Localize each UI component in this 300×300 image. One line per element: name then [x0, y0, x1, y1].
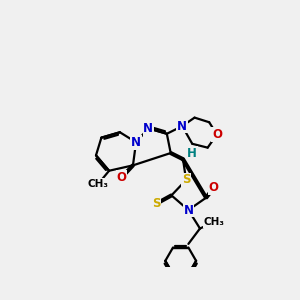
Text: N: N	[143, 122, 153, 135]
Text: O: O	[212, 128, 222, 141]
Text: N: N	[183, 203, 194, 217]
Text: S: S	[152, 197, 160, 210]
Text: O: O	[116, 171, 126, 184]
Text: CH₃: CH₃	[88, 179, 109, 189]
Text: CH₃: CH₃	[203, 217, 224, 227]
Text: N: N	[177, 120, 187, 133]
Text: S: S	[182, 173, 190, 187]
Text: N: N	[131, 136, 141, 149]
Text: H: H	[187, 146, 197, 160]
Text: O: O	[209, 181, 219, 194]
